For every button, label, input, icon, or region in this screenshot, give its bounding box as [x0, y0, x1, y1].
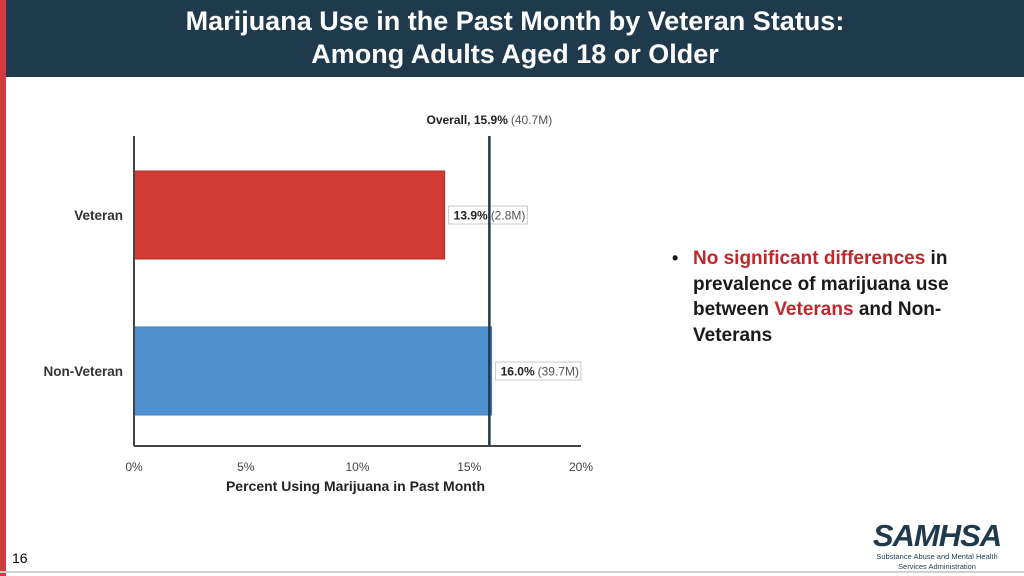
- value-label-text-veteran: 13.9% (2.8M): [454, 209, 526, 223]
- bar-chart: Veteran 13.9% (2.8M) Non-Veteran 16.0% (39.7M…: [43, 113, 593, 494]
- value-label-percent-veteran: 13.9%: [454, 209, 488, 223]
- bullet-text-part-2: and Non-Veterans: [693, 299, 942, 346]
- bar-non-veteran: [133, 326, 493, 416]
- bullet-highlight-no-difference: No significant differences: [693, 248, 926, 269]
- bullet-point: • No significant differences in prevalen…: [672, 246, 992, 348]
- bullet-text-part-1: in prevalence of marijuana use between: [693, 248, 949, 320]
- chart-axes: 0% 5% 10% 15% 20% Percent Using Marijuana in …: [125, 136, 593, 494]
- bullet-text: No significant differences in prevalence…: [693, 246, 992, 348]
- value-label-percent-non-veteran: 16.0%: [501, 365, 535, 379]
- page-number: 16: [12, 550, 28, 566]
- x-tick-label-0: 0%: [125, 460, 143, 474]
- value-label-veteran: 13.9% (2.8M): [448, 205, 528, 225]
- value-label-box-non-veteran: [495, 361, 582, 381]
- category-label-veteran: Veteran: [74, 208, 123, 223]
- x-tick-label-20: 20%: [569, 460, 593, 474]
- bullet-dot-icon: •: [672, 248, 679, 268]
- samhsa-logo: SAMHSA Substance Abuse and Mental Health…: [872, 518, 1002, 571]
- bullet-highlight-veterans: Veterans: [774, 299, 854, 320]
- overall-reference-label: Overall, 15.9% (40.7M): [426, 113, 552, 127]
- x-tick-label-10: 10%: [345, 460, 369, 474]
- logo-wordmark: SAMHSA: [872, 518, 1002, 553]
- reference-line-group: Overall, 15.9% (40.7M): [426, 113, 552, 446]
- footer-divider: [0, 571, 1024, 573]
- x-tick-label-5: 5%: [237, 460, 255, 474]
- value-label-text-non-veteran: 16.0% (39.7M): [501, 365, 579, 379]
- chart-bars: [133, 170, 493, 416]
- x-axis-title: Percent Using Marijuana in Past Month: [226, 478, 485, 494]
- page-title-line-2: Among Adults Aged 18 or Older: [311, 39, 719, 69]
- logo-subtitle-line-1: Substance Abuse and Mental Health: [876, 552, 998, 561]
- page-title-line-1: Marijuana Use in the Past Month by Veter…: [185, 6, 845, 36]
- overall-reference-count: (40.7M): [511, 113, 552, 127]
- left-accent-stripe: [0, 0, 6, 576]
- value-label-box-veteran: [448, 205, 528, 225]
- overall-reference-percent: Overall, 15.9%: [426, 113, 508, 127]
- bar-veteran: [133, 170, 446, 260]
- x-tick-label-15: 15%: [457, 460, 481, 474]
- chart-labels: Veteran 13.9% (2.8M) Non-Veteran 16.0% (39.7M…: [43, 205, 582, 381]
- value-label-count-veteran: (2.8M): [491, 209, 526, 223]
- title-bar: Marijuana Use in the Past Month by Veter…: [6, 0, 1024, 77]
- value-label-non-veteran: 16.0% (39.7M): [495, 361, 582, 381]
- logo-subtitle-line-2: Services Administration: [898, 562, 976, 571]
- category-label-non-veteran: Non-Veteran: [43, 364, 123, 379]
- value-label-count-non-veteran: (39.7M): [538, 365, 579, 379]
